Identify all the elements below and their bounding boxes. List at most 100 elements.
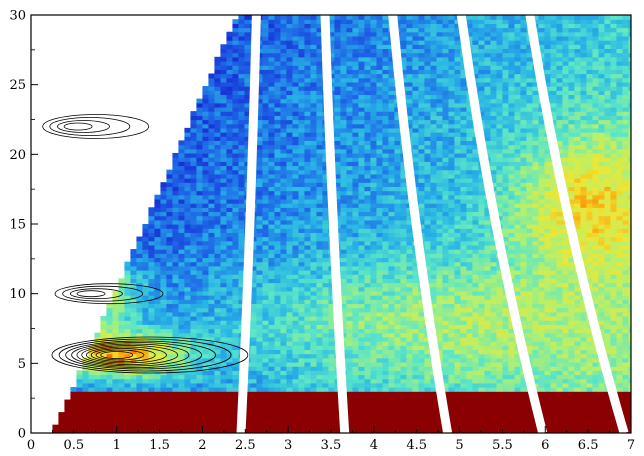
- heatmap-cell: [76, 428, 84, 433]
- heatmap-cell: [202, 240, 210, 246]
- heatmap-cell: [496, 295, 504, 300]
- heatmap-cell: [142, 353, 150, 359]
- heatmap-cell: [382, 295, 390, 300]
- heatmap-cell: [448, 198, 456, 204]
- heatmap-cell: [214, 224, 222, 229]
- heatmap-cell: [70, 407, 78, 413]
- heatmap-cell: [208, 391, 216, 396]
- heatmap-cell: [454, 332, 462, 338]
- heatmap-cell: [292, 399, 300, 405]
- heatmap-cell: [268, 341, 276, 346]
- heatmap-cell: [244, 412, 252, 417]
- heatmap-cell: [232, 424, 240, 430]
- heatmap-cell: [556, 203, 564, 208]
- heatmap-cell: [592, 290, 600, 296]
- heatmap-cell: [406, 320, 414, 325]
- heatmap-cell: [604, 207, 612, 213]
- heatmap-cell: [598, 295, 606, 300]
- heatmap-cell: [604, 428, 612, 433]
- heatmap-cell: [514, 269, 522, 275]
- heatmap-cell: [370, 236, 378, 242]
- heatmap-cell: [106, 366, 114, 371]
- heatmap-cell: [262, 382, 270, 388]
- heatmap-cell: [310, 341, 318, 346]
- heatmap-cell: [460, 278, 468, 284]
- heatmap-cell: [328, 420, 336, 426]
- heatmap-cell: [514, 378, 522, 384]
- heatmap-cell: [298, 382, 306, 388]
- heatmap-cell: [436, 207, 444, 213]
- heatmap-cell: [568, 332, 576, 338]
- heatmap-cell: [160, 382, 168, 388]
- heatmap-cell: [580, 203, 588, 208]
- heatmap-cell: [208, 395, 216, 401]
- heatmap-cell: [364, 257, 372, 263]
- heatmap-cell: [622, 198, 630, 204]
- heatmap-cell: [184, 198, 192, 204]
- heatmap-cell: [484, 395, 492, 401]
- heatmap-cell: [574, 311, 582, 317]
- heatmap-cell: [454, 420, 462, 426]
- heatmap-cell: [364, 232, 372, 238]
- heatmap-cell: [466, 274, 474, 279]
- heatmap-cell: [142, 295, 150, 300]
- heatmap-cell: [490, 236, 498, 242]
- heatmap-cell: [94, 416, 102, 422]
- heatmap-cell: [448, 224, 456, 229]
- heatmap-cell: [424, 253, 432, 259]
- heatmap-cell: [406, 278, 414, 284]
- heatmap-cell: [628, 274, 631, 279]
- heatmap-cell: [250, 320, 258, 325]
- heatmap-cell: [136, 428, 144, 433]
- heatmap-cell: [556, 391, 564, 396]
- heatmap-cell: [298, 198, 306, 204]
- heatmap-cell: [202, 416, 210, 422]
- heatmap-cell: [310, 211, 318, 217]
- heatmap-cell: [418, 328, 426, 334]
- heatmap-cell: [412, 303, 420, 309]
- heatmap-cell: [364, 428, 372, 433]
- heatmap-cell: [406, 374, 414, 380]
- heatmap-cell: [358, 286, 366, 292]
- heatmap-cell: [466, 341, 474, 346]
- heatmap-cell: [184, 357, 192, 363]
- heatmap-cell: [304, 315, 312, 321]
- heatmap-cell: [484, 332, 492, 338]
- heatmap-cell: [178, 253, 186, 259]
- heatmap-cell: [358, 403, 366, 409]
- heatmap-cell: [94, 387, 102, 392]
- heatmap-cell: [328, 320, 336, 325]
- heatmap-cell: [226, 357, 234, 363]
- heatmap-cell: [106, 428, 114, 433]
- heatmap-cell: [514, 416, 522, 422]
- heatmap-cell: [478, 228, 486, 233]
- heatmap-cell: [400, 244, 408, 250]
- heatmap-cell: [214, 357, 222, 363]
- heatmap-cell: [370, 232, 378, 238]
- heatmap-cell: [526, 282, 534, 288]
- heatmap-cell: [196, 328, 204, 334]
- heatmap-cell: [244, 428, 252, 433]
- heatmap-cell: [508, 236, 516, 242]
- heatmap-cell: [532, 320, 540, 325]
- heatmap-cell: [484, 299, 492, 305]
- heatmap-cell: [622, 307, 630, 313]
- heatmap-cell: [448, 261, 456, 267]
- heatmap-cell: [364, 416, 372, 422]
- heatmap-cell: [478, 240, 486, 246]
- heatmap-cell: [526, 236, 534, 242]
- heatmap-cell: [298, 232, 306, 238]
- heatmap-cell: [274, 307, 282, 313]
- heatmap-cell: [160, 407, 168, 413]
- heatmap-cell: [460, 399, 468, 405]
- heatmap-cell: [490, 378, 498, 384]
- heatmap-cell: [442, 336, 450, 342]
- heatmap-cell: [430, 244, 438, 250]
- heatmap-cell: [568, 403, 576, 409]
- heatmap-cell: [382, 244, 390, 250]
- heatmap-cell: [436, 224, 444, 229]
- heatmap-cell: [550, 391, 558, 396]
- heatmap-cell: [616, 299, 624, 305]
- heatmap-cell: [628, 324, 631, 330]
- heatmap-cell: [274, 387, 282, 392]
